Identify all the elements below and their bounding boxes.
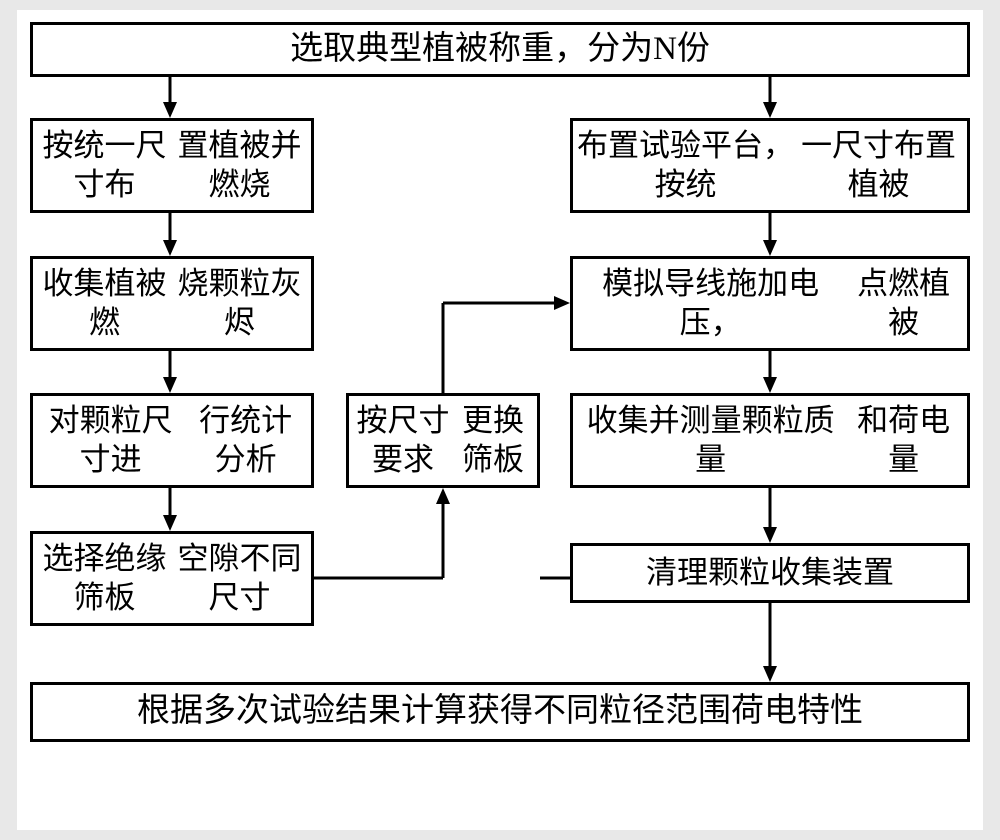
node-n_bottom: 根据多次试验结果计算获得不同粒径范围荷电特性 (30, 682, 970, 742)
node-n_top: 选取典型植被称重，分为N份 (30, 22, 970, 77)
node-n_l3: 对颗粒尺寸进行统计分析 (30, 393, 314, 488)
node-n_l4: 选择绝缘筛板空隙不同尺寸 (30, 531, 314, 626)
node-n_r4: 清理颗粒收集装置 (570, 543, 970, 603)
node-n_r1: 布置试验平台，按统一尺寸布置植被 (570, 118, 970, 213)
node-n_r3: 收集并测量颗粒质量和荷电量 (570, 393, 970, 488)
node-n_mid: 按尺寸要求更换筛板 (346, 393, 540, 488)
node-n_l2: 收集植被燃烧颗粒灰烬 (30, 256, 314, 351)
node-n_l1: 按统一尺寸布置植被并燃烧 (30, 118, 314, 213)
node-n_r2: 模拟导线施加电压，点燃植被 (570, 256, 970, 351)
